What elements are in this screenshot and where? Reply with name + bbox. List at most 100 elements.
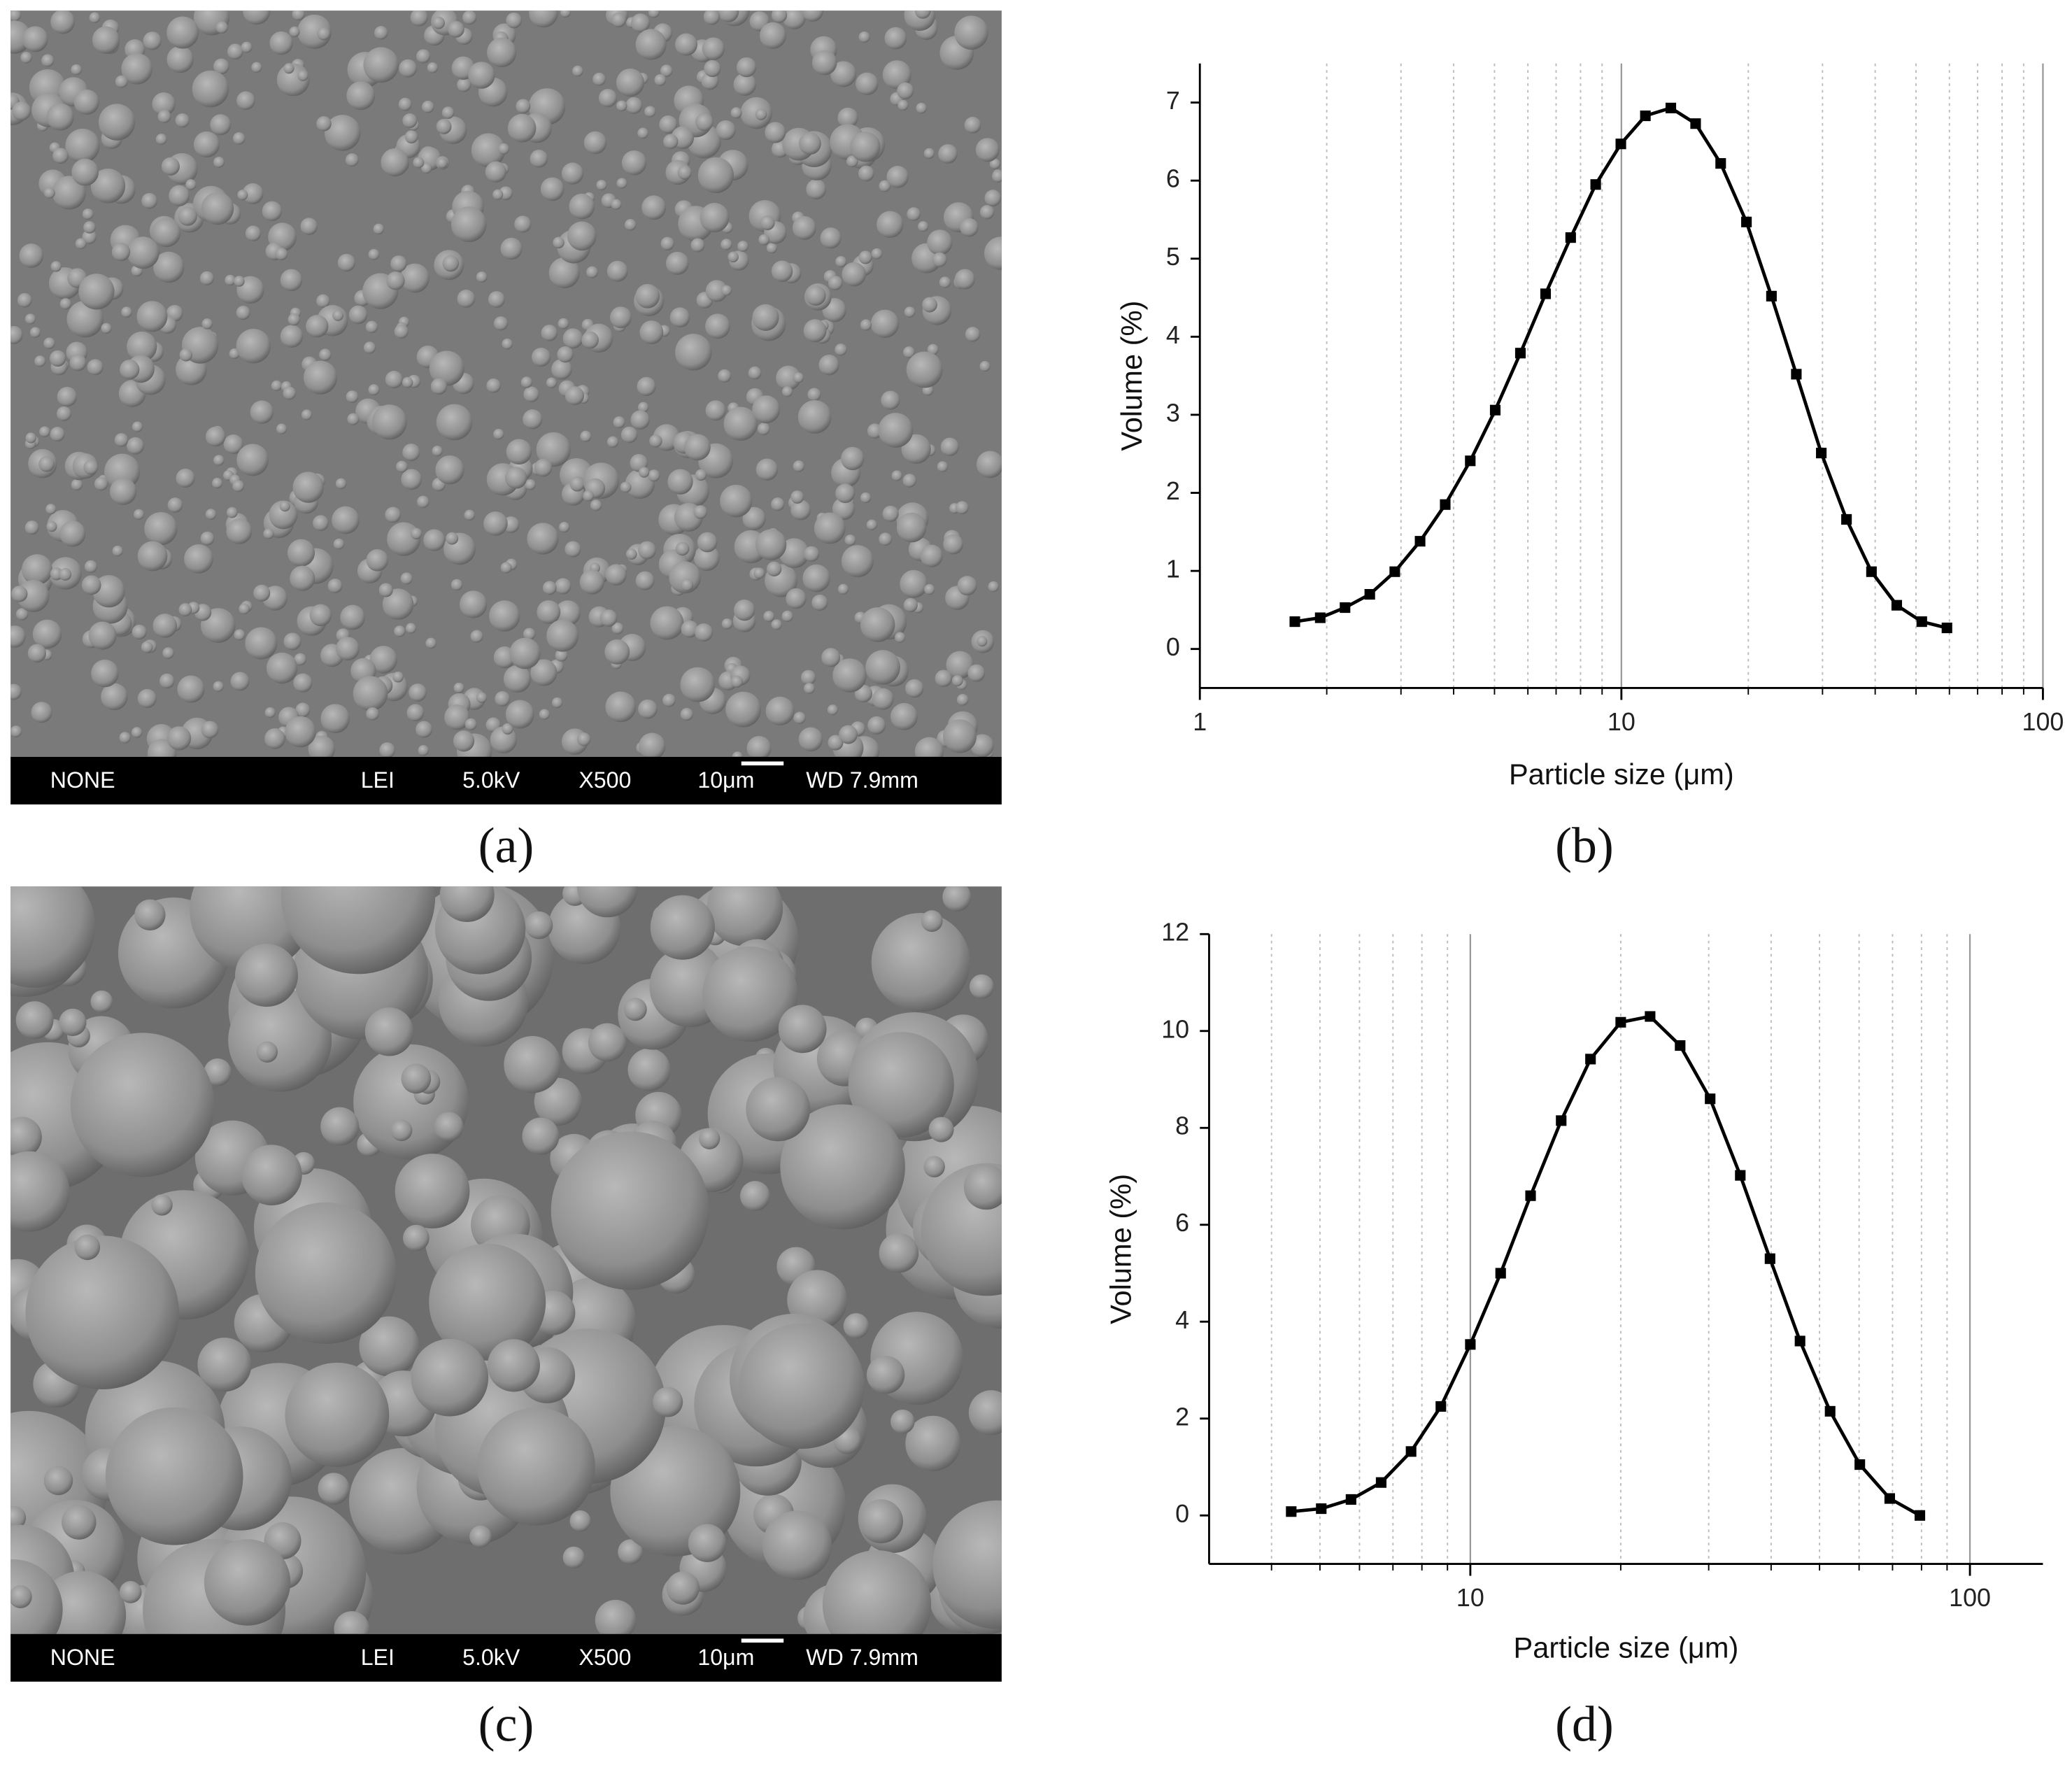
- particle: [353, 1044, 469, 1160]
- particle: [136, 301, 168, 332]
- particle: [630, 13, 651, 33]
- panel-label: (c): [478, 1696, 534, 1752]
- particle: [493, 428, 504, 440]
- y-tick-label: 0: [1166, 632, 1180, 661]
- particle: [394, 625, 406, 637]
- data-point: [1340, 602, 1351, 614]
- particle: [728, 251, 739, 262]
- particle: [681, 620, 699, 638]
- particle: [81, 575, 101, 595]
- particle: [24, 520, 39, 535]
- particle: [263, 528, 274, 539]
- particle: [882, 505, 899, 523]
- particle: [50, 427, 65, 442]
- particle: [271, 380, 282, 391]
- particle: [565, 386, 584, 406]
- particle: [531, 347, 551, 367]
- particle: [255, 1202, 397, 1344]
- particle: [10, 1151, 70, 1232]
- particle: [979, 361, 991, 372]
- x-tick-label: 1: [1193, 707, 1207, 736]
- particle: [635, 571, 655, 590]
- particle: [137, 541, 168, 572]
- particle: [492, 189, 504, 200]
- particle: [134, 899, 166, 931]
- particle: [757, 423, 770, 435]
- particle: [317, 27, 331, 41]
- particle: [721, 285, 732, 296]
- particle: [105, 1407, 243, 1545]
- particle: [29, 327, 41, 338]
- particle: [695, 623, 714, 642]
- particle: [56, 406, 71, 421]
- particle: [169, 185, 190, 206]
- particle: [432, 16, 445, 29]
- particle: [625, 97, 643, 114]
- info-bar: [10, 1633, 1002, 1682]
- data-point: [1435, 1401, 1447, 1412]
- particle: [345, 153, 359, 167]
- sem-image: NONE LEI 5.0kV X500 10μm WD 7.9mm: [10, 10, 1002, 804]
- particle: [780, 1104, 905, 1230]
- data-point: [1465, 1339, 1476, 1350]
- particle: [943, 534, 964, 555]
- particle: [11, 586, 28, 602]
- particle: [896, 512, 927, 543]
- particle: [363, 341, 376, 354]
- particle: [530, 149, 548, 168]
- particle: [954, 15, 988, 50]
- panel-label: (d): [1555, 1696, 1614, 1752]
- particle: [166, 16, 199, 49]
- particle: [942, 886, 972, 912]
- particle: [27, 644, 47, 662]
- particle: [306, 315, 329, 338]
- particle: [285, 1362, 390, 1467]
- particle: [588, 1023, 627, 1062]
- particle: [279, 501, 290, 512]
- particle: [762, 1510, 832, 1580]
- particle: [457, 290, 476, 308]
- particle: [897, 99, 909, 111]
- particle: [590, 499, 602, 511]
- particle: [763, 611, 775, 622]
- particle: [31, 702, 52, 723]
- particle: [241, 1144, 302, 1206]
- particle: [539, 709, 550, 720]
- particle: [630, 410, 650, 430]
- particle: [19, 243, 44, 268]
- info-text: LEI: [361, 1645, 395, 1670]
- particle: [723, 406, 758, 441]
- particle: [799, 132, 821, 155]
- info-text: X500: [579, 1645, 631, 1670]
- particle: [700, 203, 730, 233]
- particle: [200, 531, 215, 546]
- particle: [618, 1539, 644, 1565]
- particle: [800, 669, 816, 686]
- particle: [827, 704, 838, 716]
- particle: [166, 45, 194, 73]
- particle: [900, 569, 928, 598]
- particle: [858, 31, 870, 43]
- data-point: [1705, 1093, 1716, 1105]
- particle: [509, 637, 541, 669]
- particle: [577, 886, 638, 918]
- particle: [644, 106, 656, 118]
- particle: [264, 728, 285, 749]
- info-text: 10μm: [697, 1645, 754, 1670]
- particle: [152, 614, 178, 638]
- particle: [316, 294, 330, 309]
- particle: [104, 453, 141, 490]
- particle: [650, 606, 684, 640]
- particle: [730, 107, 742, 119]
- particle: [541, 325, 558, 341]
- data-point: [1640, 110, 1651, 122]
- particle: [923, 1156, 945, 1178]
- particle: [675, 33, 697, 56]
- particle: [178, 603, 192, 616]
- particle: [450, 206, 487, 243]
- particle: [275, 248, 288, 260]
- particle: [313, 515, 329, 532]
- particle: [111, 242, 131, 262]
- particle: [134, 509, 145, 520]
- particle: [523, 409, 543, 430]
